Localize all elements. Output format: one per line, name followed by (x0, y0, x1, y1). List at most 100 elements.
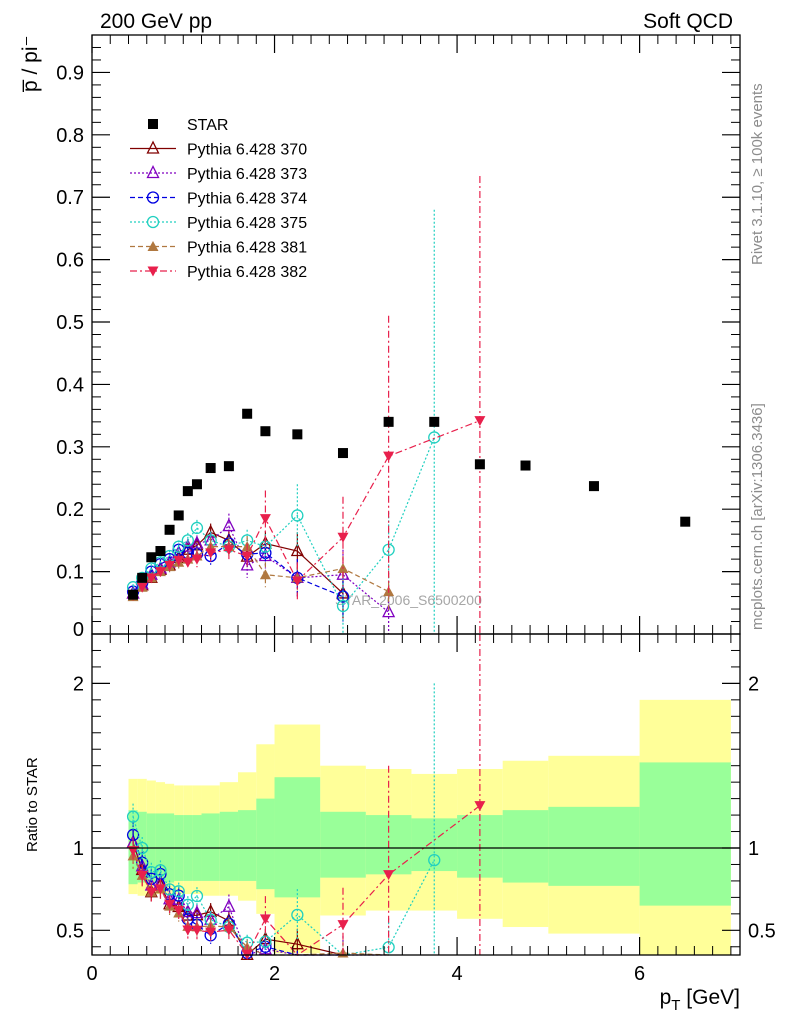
data-point (154, 567, 166, 578)
ratio-y-tick-label: 0.5 (56, 920, 84, 942)
data-point (146, 552, 157, 563)
legend-marker (146, 215, 160, 229)
ratio-point (190, 889, 204, 903)
ratio-band-inner (256, 798, 275, 890)
x-tick-label: 0 (86, 963, 97, 985)
ratio-point (223, 925, 235, 936)
ratio-y-axis-label: Ratio to STAR (24, 757, 41, 852)
data-point (260, 426, 271, 437)
ratio-y-tick-label-right: 1 (748, 838, 759, 860)
data-point (382, 604, 396, 618)
ratio-series-line (132, 816, 435, 956)
data-point (337, 532, 349, 543)
ratio-point (145, 887, 157, 898)
data-point (205, 548, 217, 559)
data-point (172, 540, 185, 553)
data-point (181, 534, 194, 547)
ratio-band-inner (548, 806, 640, 886)
ratio-band-inner (320, 811, 366, 878)
main-y-tick-label: 0.9 (56, 62, 84, 84)
data-point (173, 555, 185, 566)
main-y-tick-label: 0.7 (56, 187, 84, 209)
ratio-band-inner (238, 810, 257, 881)
legend-label: Pythia 6.428 373 (187, 166, 307, 183)
ratio-point (383, 870, 395, 881)
ratio-point (172, 885, 185, 898)
data-point (191, 479, 202, 490)
ratio-point (290, 936, 304, 950)
data-point (222, 518, 236, 532)
x-axis-label: pT [GeV] (660, 986, 740, 1014)
ratio-point (428, 853, 441, 867)
data-point (205, 463, 216, 474)
data-point (428, 431, 441, 444)
data-point (155, 546, 166, 557)
ratio-point (291, 908, 304, 922)
data-point (291, 509, 304, 522)
data-point (336, 599, 350, 613)
mcplots-reference-label: mcplots.cern.ch [arXiv:1306.3436] (749, 403, 766, 630)
ratio-series-pythia-6-428-375 (126, 683, 441, 956)
series-line (132, 542, 344, 598)
data-point (223, 545, 235, 556)
data-point (182, 486, 193, 497)
legend-marker (146, 165, 160, 179)
data-point (173, 510, 184, 521)
ratio-point (127, 846, 139, 857)
series-line (132, 437, 435, 608)
ratio-series-group (126, 634, 486, 960)
data-point (383, 451, 395, 462)
data-point (164, 524, 175, 535)
main-y-tick-label: 0.4 (56, 374, 84, 396)
data-point (128, 589, 139, 600)
data-point (190, 521, 204, 535)
ratio-band-inner (201, 813, 220, 881)
data-point (136, 582, 148, 593)
ratio-point (474, 801, 486, 812)
series-line (132, 546, 389, 597)
legend-label: Pythia 6.428 375 (187, 215, 307, 232)
data-point (291, 576, 303, 587)
data-point (337, 448, 348, 459)
collision-label: 200 GeV pp (100, 10, 212, 33)
ratio-point (259, 914, 271, 925)
data-point (520, 460, 531, 471)
main-y-tick-label: 0.8 (56, 125, 84, 147)
legend-label: Pythia 6.428 370 (187, 142, 307, 159)
main-y-tick-label: 0.5 (56, 312, 84, 334)
ratio-y-tick-label: 2 (73, 673, 84, 695)
main-y-tick-label: 0.3 (56, 437, 84, 459)
legend: STAR Pythia 6.428 370 Pythia 6.428 373 Pyth… (130, 117, 307, 281)
x-axis-label-p: p (660, 986, 672, 1009)
ratio-point (163, 883, 176, 896)
data-point (240, 557, 254, 571)
data-point (137, 572, 148, 583)
x-tick-label: 4 (452, 963, 463, 985)
ratio-band-inner (639, 762, 731, 906)
series-star (128, 408, 691, 600)
ratio-point (181, 898, 194, 911)
data-point (292, 429, 303, 440)
x-tick-label: 2 (269, 963, 280, 985)
ratio-point (182, 925, 194, 936)
legend-marker (147, 241, 159, 251)
ratio-series-line (132, 805, 481, 956)
category-label: Soft QCD (643, 10, 733, 33)
ratio-plot-frame (91, 633, 741, 956)
ratio-point (154, 864, 167, 877)
data-point (191, 554, 203, 565)
main-series-group (126, 176, 691, 634)
data-point (474, 416, 486, 427)
data-point (290, 543, 304, 557)
data-point (242, 408, 253, 419)
ratio-band-inner (137, 811, 147, 883)
ratio-point (205, 927, 217, 938)
ratio-point (337, 920, 349, 931)
main-y-zero-label: 0 (73, 619, 84, 641)
legend-label: Pythia 6.428 381 (187, 240, 307, 257)
ratio-point (172, 889, 185, 902)
ratio-point (173, 905, 185, 916)
ratio-point (154, 884, 166, 895)
ratio-y-tick-label-right: 0.5 (748, 920, 776, 942)
